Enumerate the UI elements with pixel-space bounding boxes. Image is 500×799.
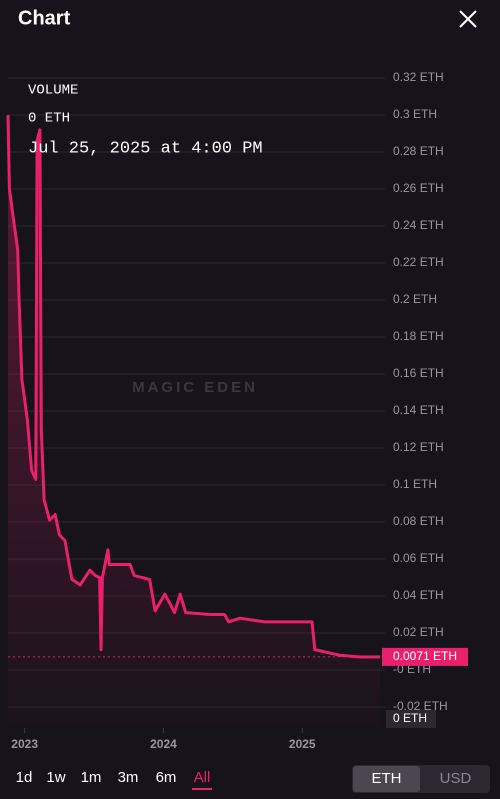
x-tick-label: 2023 <box>11 737 38 751</box>
price-line <box>6 114 381 659</box>
y-tick-label: 0.08 ETH <box>393 514 444 528</box>
controls: 1d 1w 1m 3m 6m All ETH USD <box>16 765 490 793</box>
range-button[interactable]: 3m <box>118 769 139 786</box>
y-tick-label: 0.2 ETH <box>393 292 437 306</box>
range-button[interactable]: All <box>194 769 211 786</box>
current-price-label: 0.0071 ETH <box>393 649 457 663</box>
info-date: Jul 25, 2025 at 4:00 PM <box>28 139 263 158</box>
range-underline <box>192 788 212 790</box>
current-price-tag <box>382 647 468 666</box>
y-tick-label: 0.12 ETH <box>393 440 444 454</box>
x-tick-label: 2024 <box>150 737 177 751</box>
y-tick-label: 0.02 ETH <box>393 625 444 639</box>
y-tick-label: 0.24 ETH <box>393 218 444 232</box>
watermark: MAGIC EDEN <box>132 379 258 396</box>
y-tick-label: 0.18 ETH <box>393 329 444 343</box>
y-tick-label: -0.02 ETH <box>393 699 448 713</box>
range-button[interactable]: 1d <box>16 769 33 786</box>
currency-button[interactable]: ETH <box>372 770 402 787</box>
y-tick-label: 0.04 ETH <box>393 588 444 602</box>
x-tick-label: 2025 <box>289 737 316 751</box>
area <box>8 115 380 728</box>
y-tick-label: 0.16 ETH <box>393 366 444 380</box>
currency-button[interactable]: USD <box>440 770 472 787</box>
y-tick-label: 0.22 ETH <box>393 255 444 269</box>
info-label: VOLUME <box>28 83 78 99</box>
y-tick-label: 0.1 ETH <box>393 477 437 491</box>
title: Chart <box>18 7 71 29</box>
volume-label: 0 ETH <box>393 711 427 725</box>
y-tick-label: 0.14 ETH <box>393 403 444 417</box>
currency-selected <box>353 766 420 792</box>
close-button[interactable] <box>459 10 477 28</box>
y-tick-label: 0.28 ETH <box>393 144 444 158</box>
range-button[interactable]: 1m <box>81 769 102 786</box>
y-tick-label: 0.06 ETH <box>393 551 444 565</box>
y-tick-label: 0.26 ETH <box>393 181 444 195</box>
range-button[interactable]: 6m <box>156 769 177 786</box>
plot: 0.32 ETH 0.3 ETH 0.28 ETH 0.26 ETH 0.24 ETH 0… <box>6 70 468 751</box>
y-tick-label: 0.32 ETH <box>393 70 444 84</box>
y-tick-label: 0.3 ETH <box>393 107 437 121</box>
range-button[interactable]: 1w <box>46 769 65 786</box>
volume-tag <box>386 710 436 728</box>
info-value: 0 ETH <box>28 111 70 127</box>
